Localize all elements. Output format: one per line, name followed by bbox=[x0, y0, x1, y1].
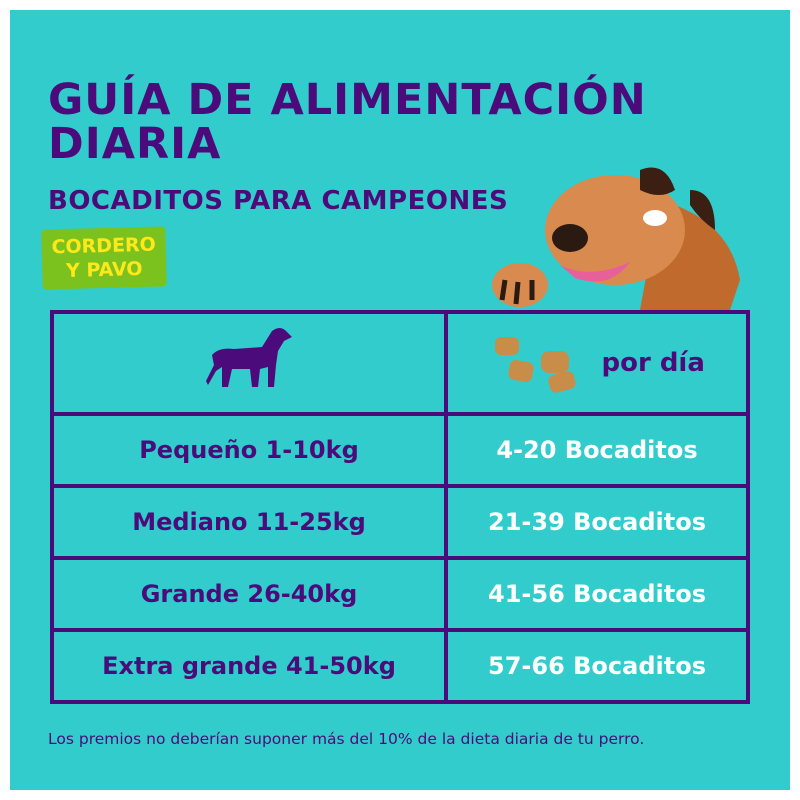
treats-icon bbox=[495, 337, 576, 393]
size-cell: Grande 26-40kg bbox=[50, 556, 448, 632]
amount-cell: 57-66 Bocaditos bbox=[444, 628, 750, 704]
badge-line-1: CORDERO bbox=[51, 233, 157, 259]
title-line-2: DIARIA bbox=[48, 119, 222, 169]
dog-silhouette-icon bbox=[206, 328, 292, 387]
dog-illustration bbox=[492, 167, 740, 310]
table-header-row: por día bbox=[50, 310, 750, 416]
title-line-1: GUÍA DE ALIMENTACIÓN bbox=[48, 75, 647, 125]
table-row: Extra grande 41-50kg 57-66 Bocaditos bbox=[50, 628, 750, 704]
table-row: Pequeño 1-10kg 4-20 Bocaditos bbox=[50, 412, 750, 488]
size-cell: Mediano 11-25kg bbox=[50, 484, 448, 560]
header-per-day-cell: por día bbox=[444, 310, 750, 416]
page-title: GUÍA DE ALIMENTACIÓN DIARIA bbox=[48, 78, 647, 166]
subtitle: BOCADITOS PARA CAMPEONES bbox=[48, 186, 509, 216]
size-cell: Extra grande 41-50kg bbox=[50, 628, 448, 704]
header-dog-cell bbox=[50, 310, 448, 416]
amount-cell: 4-20 Bocaditos bbox=[444, 412, 750, 488]
badge-line-2: Y PAVO bbox=[65, 257, 143, 282]
footnote: Los premios no deberían suponer más del … bbox=[48, 730, 645, 748]
feeding-table: por día Pequeño 1-10kg 4-20 Bocaditos Med… bbox=[50, 310, 750, 704]
table-row: Grande 26-40kg 41-56 Bocaditos bbox=[50, 556, 750, 632]
table-row: Mediano 11-25kg 21-39 Bocaditos bbox=[50, 484, 750, 560]
flavor-badge: CORDERO Y PAVO bbox=[41, 226, 167, 290]
size-cell: Pequeño 1-10kg bbox=[50, 412, 448, 488]
amount-cell: 41-56 Bocaditos bbox=[444, 556, 750, 632]
amount-cell: 21-39 Bocaditos bbox=[444, 484, 750, 560]
per-day-label: por día bbox=[601, 348, 705, 378]
